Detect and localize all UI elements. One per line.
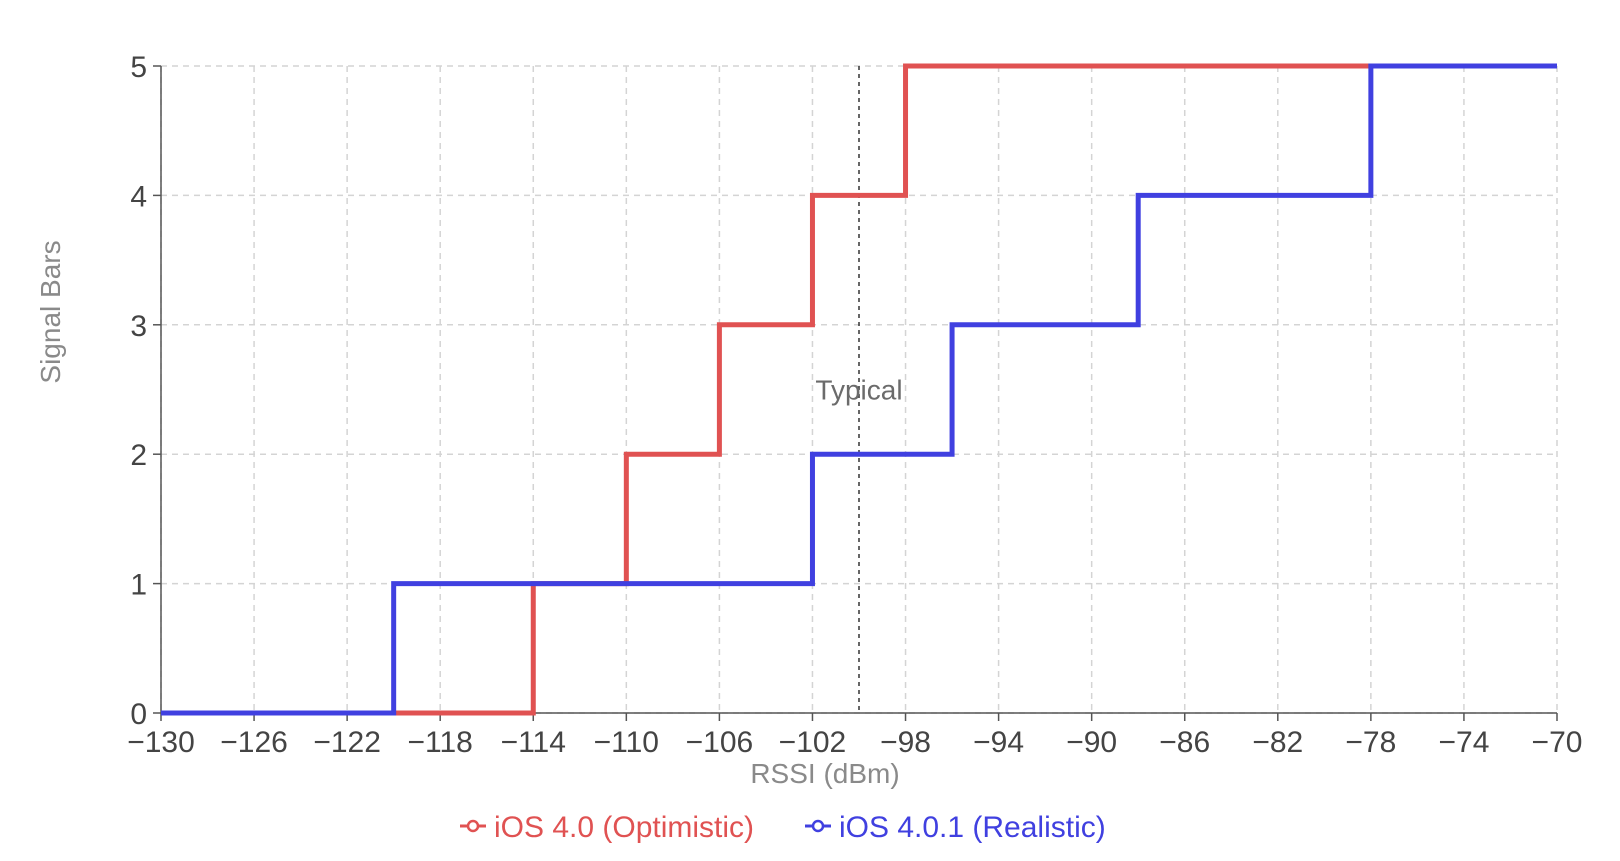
- x-tick-label: −94: [973, 726, 1024, 759]
- x-tick-label: −118: [408, 726, 473, 759]
- legend-swatch-marker: [466, 819, 480, 833]
- y-tick-label: 2: [130, 439, 147, 472]
- x-tick-label: −86: [1159, 726, 1210, 759]
- legend: iOS 4.0 (Optimistic) iOS 4.0.1 (Realistic…: [460, 811, 1106, 844]
- x-tick-label: −78: [1345, 726, 1396, 759]
- legend-item: iOS 4.0.1 (Realistic): [805, 811, 1106, 844]
- x-tick-label: −110: [594, 726, 659, 759]
- x-tick-label: −122: [313, 726, 381, 759]
- legend-label: iOS 4.0 (Optimistic): [494, 811, 754, 844]
- annotations: Typical: [815, 66, 903, 713]
- legend-label: iOS 4.0.1 (Realistic): [839, 811, 1106, 844]
- axes: −130 −126 −122 −118 −114 −110 −106 −102 −98 −94 −9…: [127, 51, 1582, 759]
- typical-label: Typical: [815, 375, 902, 406]
- legend-item: iOS 4.0 (Optimistic): [460, 811, 754, 844]
- x-tick-label: −126: [220, 726, 288, 759]
- series-line-ios-4-0: [161, 63, 1557, 716]
- x-tick-label: −102: [779, 726, 847, 759]
- y-tick-label: 0: [130, 698, 147, 731]
- x-tick-label: −82: [1252, 726, 1303, 759]
- series-lines: [161, 63, 1557, 716]
- x-tick-label: −130: [127, 726, 195, 759]
- x-tick-label: −114: [501, 726, 566, 759]
- x-tick-label: −98: [880, 726, 931, 759]
- x-tick-label: −70: [1532, 726, 1583, 759]
- x-tick-label: −106: [686, 726, 754, 759]
- y-tick-label: 1: [130, 569, 147, 602]
- y-tick-label: 5: [130, 51, 147, 84]
- series-line-ios-4-0-1: [161, 63, 1557, 716]
- legend-swatch-marker: [811, 819, 825, 833]
- x-axis-title: RSSI (dBm): [750, 758, 899, 789]
- y-tick-label: 4: [130, 180, 147, 213]
- x-tick-label: −74: [1438, 726, 1489, 759]
- x-tick-label: −90: [1066, 726, 1117, 759]
- y-axis-title: Signal Bars: [35, 240, 66, 383]
- y-tick-label: 3: [130, 310, 147, 343]
